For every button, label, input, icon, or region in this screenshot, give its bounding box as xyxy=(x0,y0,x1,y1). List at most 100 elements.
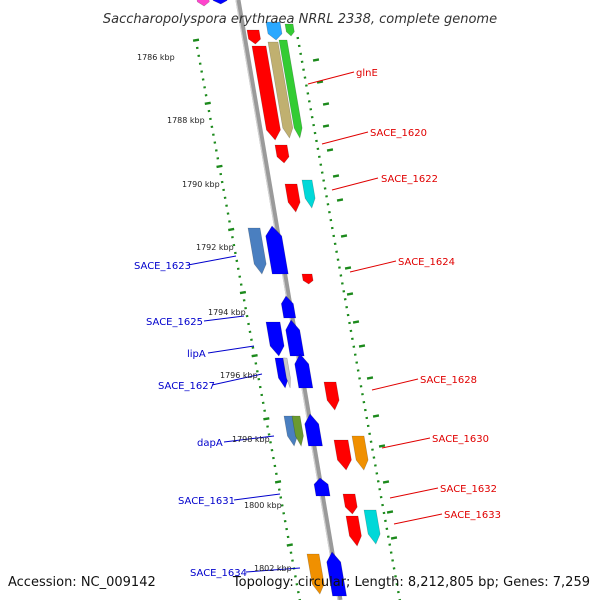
gene-orange-bottom xyxy=(306,553,325,595)
track-dot xyxy=(356,369,360,372)
gene-sace-1622 xyxy=(284,183,301,213)
track-dot xyxy=(248,330,252,334)
track-dot xyxy=(244,307,247,310)
tick-dash-track xyxy=(192,36,402,600)
track-dot xyxy=(200,70,204,73)
track-dot xyxy=(201,78,205,81)
tick-label-1794: 1794 kbp xyxy=(208,308,246,317)
track-dot xyxy=(353,353,357,356)
gene-sace-1634 xyxy=(326,551,347,597)
tick-mark xyxy=(216,164,223,169)
track-dot xyxy=(378,488,382,491)
track-dot xyxy=(323,187,327,190)
gene-blue-lipA xyxy=(285,319,305,357)
track-dot xyxy=(349,329,353,333)
track-dot xyxy=(266,425,269,428)
track-dot xyxy=(207,109,211,113)
gene-features xyxy=(196,0,381,597)
track-dot xyxy=(269,441,272,444)
tick-label-1792: 1792 kbp xyxy=(196,243,234,252)
track-dot xyxy=(235,259,239,263)
track-dot xyxy=(369,440,373,443)
gene-label-sace-1634: SACE_1634 xyxy=(190,568,247,579)
feature-track-dash xyxy=(332,174,340,178)
feature-track-dash xyxy=(326,148,334,152)
track-dot xyxy=(203,86,206,89)
track-dot xyxy=(302,68,305,71)
track-dot xyxy=(371,448,374,451)
track-dot xyxy=(303,76,307,79)
track-dot xyxy=(343,298,347,301)
gene-glnE xyxy=(251,45,281,141)
gene-label-sace-1633: SACE_1633 xyxy=(444,510,501,521)
track-dot xyxy=(254,362,258,365)
track-dot xyxy=(351,337,354,341)
track-dot xyxy=(298,598,302,600)
track-dot xyxy=(361,393,364,396)
track-dot xyxy=(250,338,253,341)
feature-track-dash xyxy=(312,58,320,62)
gene-sace-1631 xyxy=(313,477,331,497)
track-dot xyxy=(277,488,281,491)
track-dot xyxy=(336,258,340,261)
leader-line-reverse xyxy=(203,315,245,322)
gene-label-lipA: lipA xyxy=(187,349,206,360)
leader-line-forward xyxy=(331,177,379,191)
gene-blue-dapA xyxy=(304,413,323,447)
track-dot xyxy=(272,456,275,460)
tick-label-1786: 1786 kbp xyxy=(137,53,175,62)
track-dot xyxy=(312,123,315,127)
gene-label-sace-1622: SACE_1622 xyxy=(381,174,438,185)
track-dot xyxy=(325,195,328,198)
track-dot xyxy=(300,60,304,63)
track-dot xyxy=(379,495,383,499)
feature-track-dash xyxy=(382,480,390,484)
leader-line-forward xyxy=(321,131,369,145)
track-dot xyxy=(398,598,402,600)
track-dot xyxy=(342,290,346,293)
track-dot xyxy=(236,267,240,270)
track-dot xyxy=(326,203,330,206)
gene-label-sace-1632: SACE_1632 xyxy=(440,484,497,495)
feature-track-dash xyxy=(344,266,352,270)
track-dot xyxy=(362,400,366,404)
gene-label-sace-1627: SACE_1627 xyxy=(158,381,215,392)
track-dot xyxy=(307,100,311,103)
track-dot xyxy=(340,282,344,285)
gene-lipA xyxy=(265,321,285,357)
map-title: Saccharopolyspora erythraea NRRL 2338, c… xyxy=(103,12,497,27)
feature-track-dash xyxy=(346,292,354,296)
gene-label-sace-1624: SACE_1624 xyxy=(398,257,455,268)
feature-track-dash xyxy=(322,124,330,128)
track-dot xyxy=(286,535,290,539)
track-dot xyxy=(222,188,225,192)
track-dot xyxy=(209,117,212,121)
gene-tan-glnE xyxy=(267,41,294,139)
tick-mark xyxy=(286,543,293,547)
track-dot xyxy=(213,141,217,144)
track-dot xyxy=(330,226,334,230)
gene-cyan-1633 xyxy=(363,509,381,545)
feature-track-dash xyxy=(366,376,374,380)
track-dot xyxy=(258,385,262,389)
track-dot xyxy=(315,139,318,143)
leader-line-reverse xyxy=(223,435,275,443)
tick-label-1800: 1800 kbp xyxy=(244,501,282,510)
track-dot xyxy=(339,274,343,277)
track-dot xyxy=(363,408,367,412)
gene-label-sace-1620: SACE_1620 xyxy=(370,128,427,139)
feature-track-dash xyxy=(372,414,380,418)
leader-line-reverse xyxy=(233,493,281,501)
track-dot xyxy=(275,472,278,476)
track-dot xyxy=(322,179,326,182)
track-dot xyxy=(306,92,310,95)
track-dot xyxy=(285,527,288,531)
track-dot xyxy=(239,283,243,286)
gene-pink-top xyxy=(196,0,210,7)
feature-track-dash xyxy=(340,234,348,238)
gene-sace-1630 xyxy=(333,439,352,471)
tick-label-1790: 1790 kbp xyxy=(182,180,220,189)
track-dot xyxy=(397,590,400,594)
track-dot xyxy=(395,583,399,586)
leader-line-forward xyxy=(381,437,431,449)
